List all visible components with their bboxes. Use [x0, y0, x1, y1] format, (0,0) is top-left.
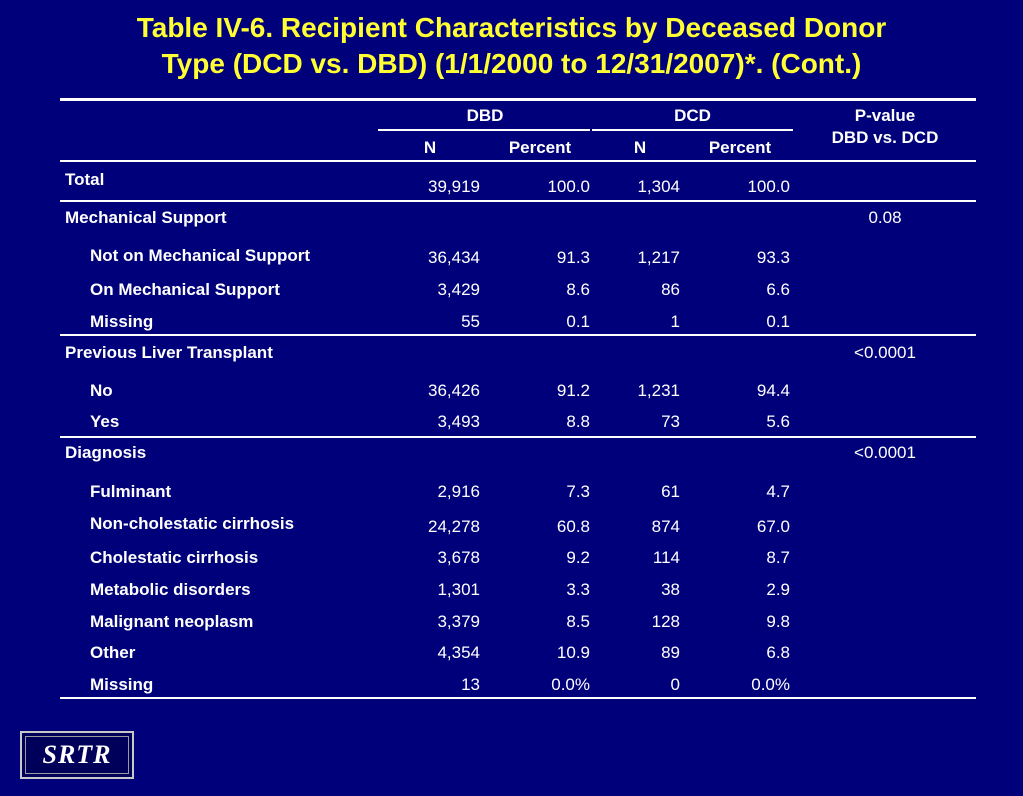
pvalue-cell: 0.08 — [868, 208, 902, 227]
section-rule — [60, 334, 976, 336]
row-label: Cholestatic cirrhosis — [90, 548, 259, 567]
dcd-n-cell: 89 — [661, 643, 680, 662]
dcd-percent-cell: 0.0% — [751, 675, 790, 694]
dcd-n-cell: 1,304 — [637, 177, 680, 196]
dcd-n-cell: 61 — [661, 482, 680, 501]
row-label: Not on Mechanical Support — [90, 246, 311, 265]
dbd-percent-cell: 8.5 — [566, 612, 590, 631]
dbd-n-cell: 3,678 — [437, 548, 480, 567]
dcd-percent-cell: 8.7 — [766, 548, 790, 567]
row-label: Non-cholestatic cirrhosis — [90, 514, 295, 533]
table-top-rule — [60, 98, 976, 101]
row-label: On Mechanical Support — [90, 280, 280, 299]
dbd-percent-cell: 8.6 — [566, 280, 590, 299]
dbd-percent-cell: 10.9 — [556, 643, 590, 662]
dbd-n-cell: 13 — [461, 675, 480, 694]
table-bottom-rule — [60, 697, 976, 699]
dcd-n-cell: 1,231 — [637, 381, 680, 400]
dbd-percent-cell: 8.8 — [566, 412, 590, 431]
dcd-percent-cell: 93.3 — [756, 248, 790, 267]
dbd-percent-header: Percent — [508, 138, 572, 157]
dcd-n-cell: 86 — [661, 280, 680, 299]
section-label: Diagnosis — [65, 443, 147, 462]
dcd-percent-cell: 0.1 — [766, 312, 790, 331]
section-label: Mechanical Support — [65, 208, 227, 227]
dbd-n-cell: 36,426 — [428, 381, 480, 400]
dbd-n-cell: 36,434 — [428, 248, 480, 267]
dbd-n-cell: 24,278 — [428, 517, 480, 536]
section-label: Total — [65, 170, 105, 189]
row-label: Malignant neoplasm — [90, 612, 254, 631]
dcd-n-header: N — [633, 138, 647, 157]
dbd-group-rule — [378, 129, 590, 131]
dbd-group-header: DBD — [466, 106, 504, 125]
section-rule — [60, 436, 976, 438]
dcd-n-cell: 128 — [651, 612, 680, 631]
dcd-percent-header: Percent — [708, 138, 772, 157]
section-label: Previous Liver Transplant — [65, 343, 273, 362]
dbd-percent-cell: 3.3 — [566, 580, 590, 599]
dcd-group-header: DCD — [674, 106, 711, 125]
pvalue-header-line1: P-value — [854, 106, 916, 125]
dbd-percent-cell: 60.8 — [556, 517, 590, 536]
header-bottom-rule — [60, 160, 976, 162]
row-label: Metabolic disorders — [90, 580, 251, 599]
dcd-percent-cell: 5.6 — [766, 412, 790, 431]
dcd-percent-cell: 6.6 — [766, 280, 790, 299]
row-label: Other — [90, 643, 136, 662]
dcd-n-cell: 0 — [670, 675, 680, 694]
table-title: Table IV-6. Recipient Characteristics by… — [0, 10, 1023, 82]
pvalue-header-line2: DBD vs. DCD — [831, 128, 939, 147]
dcd-percent-cell: 100.0 — [747, 177, 790, 196]
row-label: Missing — [90, 312, 154, 331]
srtr-logo: SRTR — [20, 731, 134, 779]
dbd-n-cell: 3,493 — [437, 412, 480, 431]
dcd-n-cell: 114 — [652, 548, 680, 567]
pvalue-cell: <0.0001 — [854, 443, 916, 462]
dcd-n-cell: 73 — [661, 412, 680, 431]
row-label: Yes — [90, 412, 120, 431]
dcd-n-cell: 38 — [661, 580, 680, 599]
title-line-2: Type (DCD vs. DBD) (1/1/2000 to 12/31/20… — [161, 48, 862, 79]
pvalue-cell: <0.0001 — [854, 343, 916, 362]
dbd-percent-cell: 91.3 — [556, 248, 590, 267]
dbd-n-cell: 55 — [461, 312, 480, 331]
dbd-n-header: N — [423, 138, 437, 157]
dcd-percent-cell: 94.4 — [756, 381, 790, 400]
dcd-group-rule — [592, 129, 793, 131]
dbd-percent-cell: 0.0% — [551, 675, 590, 694]
dcd-n-cell: 1 — [670, 312, 680, 331]
dbd-n-cell: 3,429 — [437, 280, 480, 299]
dbd-percent-cell: 9.2 — [566, 548, 590, 567]
dcd-n-cell: 874 — [651, 517, 680, 536]
dcd-percent-cell: 4.7 — [766, 482, 790, 501]
dbd-n-cell: 2,916 — [437, 482, 480, 501]
dbd-n-cell: 39,919 — [428, 177, 480, 196]
dcd-percent-cell: 67.0 — [756, 517, 790, 536]
title-line-1: Table IV-6. Recipient Characteristics by… — [136, 12, 887, 43]
dbd-percent-cell: 100.0 — [547, 177, 590, 196]
dbd-percent-cell: 91.2 — [556, 381, 590, 400]
row-label: Missing — [90, 675, 154, 694]
dbd-percent-cell: 0.1 — [566, 312, 590, 331]
dcd-percent-cell: 6.8 — [766, 643, 790, 662]
dcd-n-cell: 1,217 — [637, 248, 680, 267]
dcd-percent-cell: 2.9 — [766, 580, 790, 599]
dcd-percent-cell: 9.8 — [766, 612, 790, 631]
row-label: Fulminant — [90, 482, 172, 501]
dbd-n-cell: 3,379 — [437, 612, 480, 631]
srtr-logo-text: SRTR — [25, 736, 129, 774]
dbd-n-cell: 4,354 — [437, 643, 480, 662]
dbd-percent-cell: 7.3 — [566, 482, 590, 501]
section-rule — [60, 200, 976, 202]
dbd-n-cell: 1,301 — [437, 580, 480, 599]
row-label: No — [90, 381, 113, 400]
